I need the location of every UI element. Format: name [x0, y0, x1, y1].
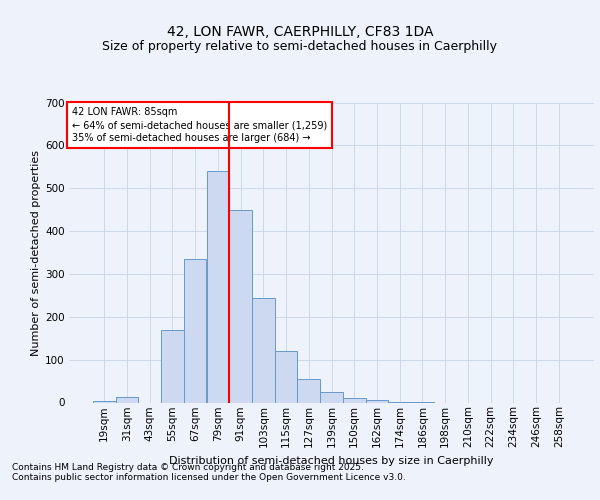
Y-axis label: Number of semi-detached properties: Number of semi-detached properties	[31, 150, 41, 356]
X-axis label: Distribution of semi-detached houses by size in Caerphilly: Distribution of semi-detached houses by …	[169, 456, 494, 466]
Bar	[184, 259, 206, 402]
Bar	[365, 400, 388, 402]
Text: Size of property relative to semi-detached houses in Caerphilly: Size of property relative to semi-detach…	[103, 40, 497, 53]
Text: Contains public sector information licensed under the Open Government Licence v3: Contains public sector information licen…	[12, 472, 406, 482]
Bar	[252, 298, 275, 403]
Bar	[93, 401, 116, 402]
Text: 42, LON FAWR, CAERPHILLY, CF83 1DA: 42, LON FAWR, CAERPHILLY, CF83 1DA	[167, 25, 433, 39]
Bar	[343, 398, 365, 402]
Text: Contains HM Land Registry data © Crown copyright and database right 2025.: Contains HM Land Registry data © Crown c…	[12, 462, 364, 471]
Text: 42 LON FAWR: 85sqm
← 64% of semi-detached houses are smaller (1,259)
35% of semi: 42 LON FAWR: 85sqm ← 64% of semi-detache…	[71, 107, 327, 144]
Bar	[275, 351, 298, 403]
Bar	[229, 210, 252, 402]
Bar	[116, 397, 139, 402]
Bar	[161, 330, 184, 402]
Bar	[320, 392, 343, 402]
Bar	[298, 379, 320, 402]
Bar	[206, 171, 229, 402]
